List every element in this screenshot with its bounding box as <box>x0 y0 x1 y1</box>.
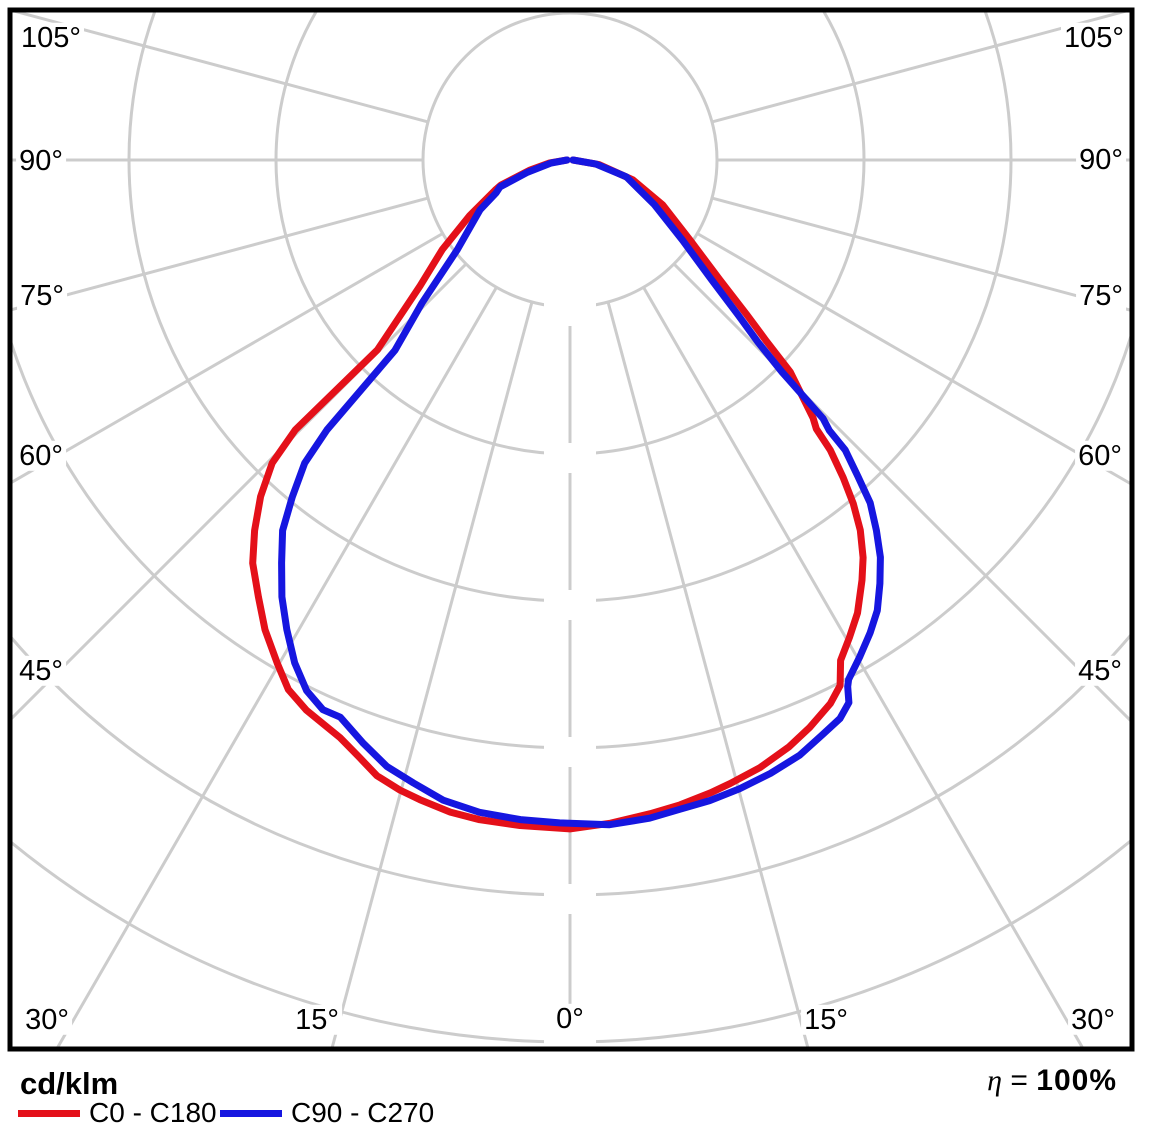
legend-swatch-red-line <box>18 1109 80 1117</box>
angle-label-right-60: 60° <box>1075 440 1125 471</box>
angle-label-left-90: 90° <box>16 145 66 176</box>
legend-item-c90-c270: C90 - C270 <box>220 1097 435 1128</box>
angle-label-right-105: 105° <box>1061 22 1127 53</box>
angle-label-left-60: 60° <box>16 440 66 471</box>
angle-label-bottom-15-left: 15° <box>292 1004 342 1035</box>
legend-item-c0-c180: C0 - C180 <box>18 1097 217 1128</box>
angle-label-right-45: 45° <box>1075 655 1125 686</box>
angle-label-right-75: 75° <box>1076 280 1126 311</box>
units-label: cd/klm <box>20 1066 119 1101</box>
angle-label-bottom-15-right: 15° <box>801 1004 851 1035</box>
angle-label-left-45: 45° <box>16 655 66 686</box>
equals-sign: = <box>1010 1064 1037 1097</box>
angle-label-left-75: 75° <box>17 280 67 311</box>
angle-label-left-105: 105° <box>18 22 84 53</box>
angle-label-right-30: 30° <box>1068 1004 1118 1035</box>
efficiency-value: 100% <box>1036 1064 1117 1097</box>
angle-label-bottom-0: 0° <box>553 1003 587 1034</box>
efficiency-readout: η = 100% <box>987 1064 1117 1098</box>
eta-symbol: η <box>987 1064 1003 1097</box>
legend-swatch-blue-line <box>220 1109 282 1117</box>
angle-label-left-30: 30° <box>22 1004 72 1035</box>
legend-label-c90-c270: C90 - C270 <box>291 1097 435 1128</box>
angle-label-right-90: 90° <box>1076 144 1126 175</box>
legend-label-c0-c180: C0 - C180 <box>89 1097 217 1128</box>
